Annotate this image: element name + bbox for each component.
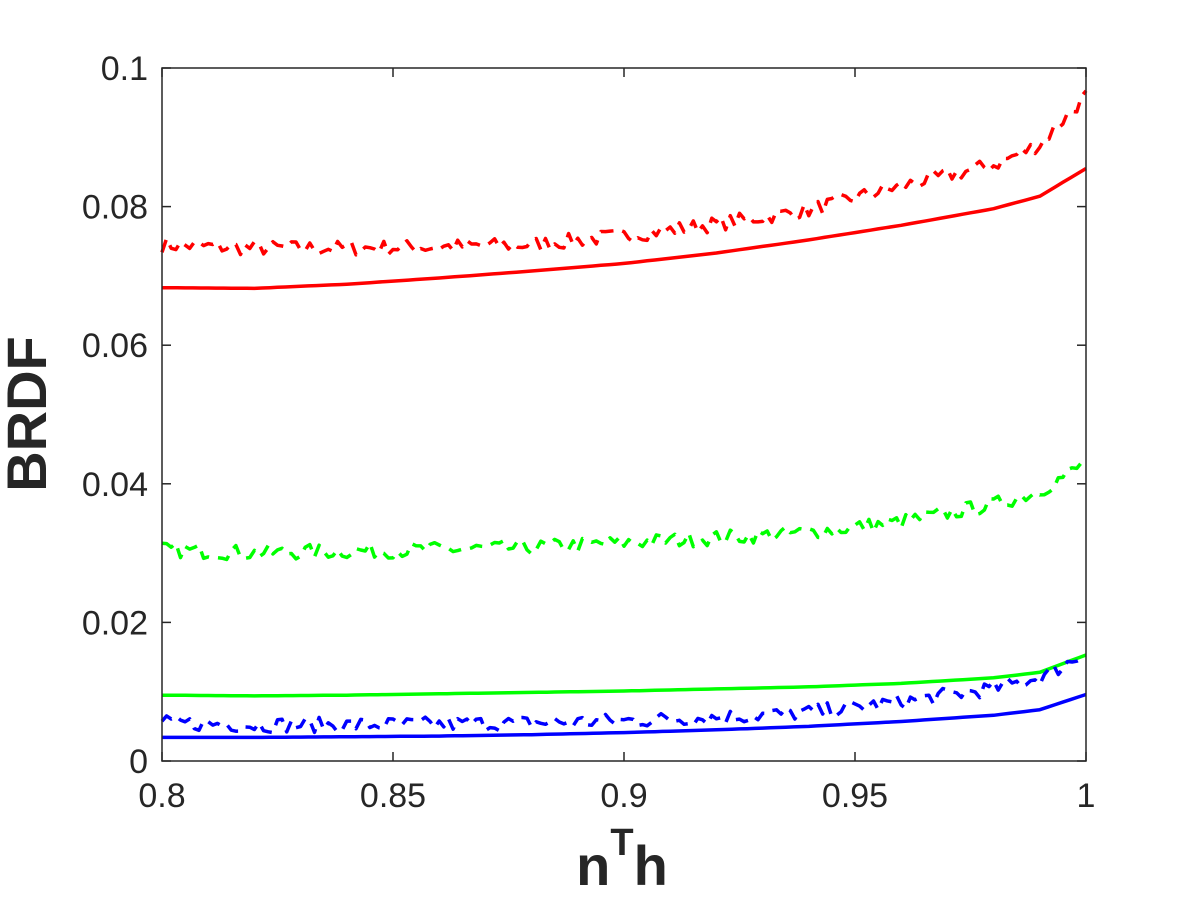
y-tick-label: 0	[129, 743, 148, 781]
x-tick-label: 0.8	[138, 777, 185, 815]
y-axis-title: BRDF	[0, 336, 58, 492]
x-tick-label: 0.9	[600, 777, 647, 815]
ticks-layer: 0.8 0.85 0.9 0.95 1 0 0.02 0.04 0.06 0.08 0.1	[82, 50, 1096, 815]
series-line-1	[162, 166, 1087, 291]
x-axis-title-base: n	[576, 834, 610, 897]
series-layer	[160, 89, 1088, 740]
series-line-6	[160, 657, 1087, 735]
series-line-4	[161, 460, 1087, 562]
series-line-2	[160, 89, 1088, 257]
x-axis-title: nTh	[576, 822, 668, 897]
y-tick-label: 0.04	[82, 466, 148, 504]
x-tick-label: 0.95	[822, 777, 888, 815]
y-tick-label: 0.02	[82, 604, 148, 642]
series-line-3	[162, 653, 1087, 698]
y-tick-label: 0.08	[82, 189, 148, 227]
x-axis-title-end: h	[634, 834, 668, 897]
y-tick-label: 0.06	[82, 327, 148, 365]
y-tick-label: 0.1	[101, 50, 148, 88]
x-tick-label: 1	[1077, 777, 1096, 815]
x-tick-label: 0.85	[360, 777, 426, 815]
series-line-5	[162, 692, 1087, 740]
x-axis-title-superscript: T	[610, 822, 633, 864]
